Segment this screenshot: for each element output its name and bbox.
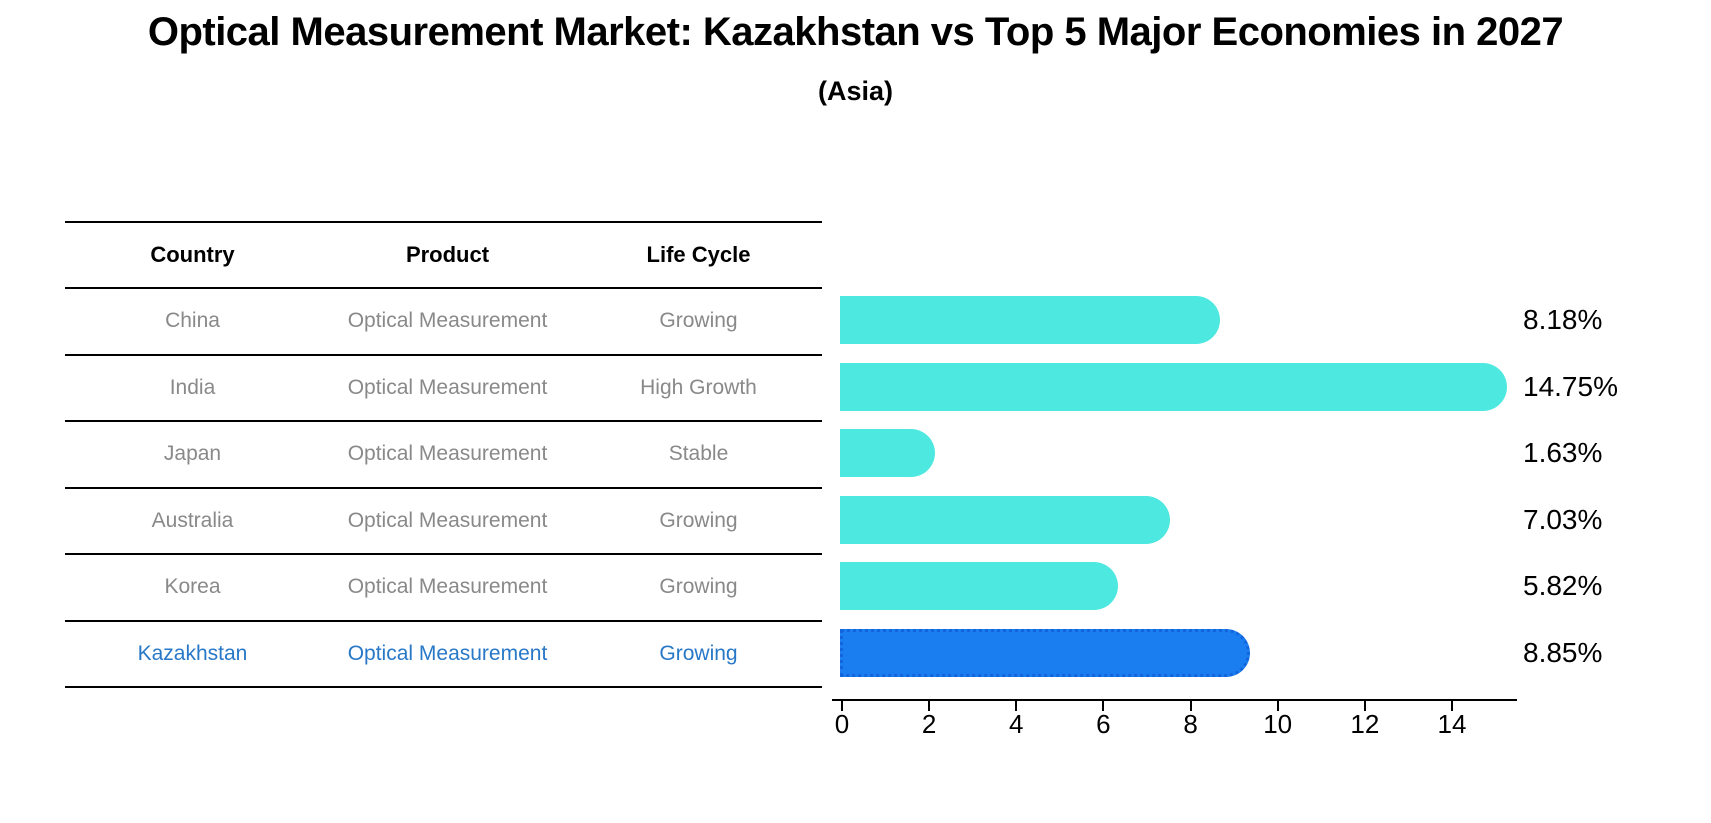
axis-tick-label: 10 xyxy=(1263,709,1293,739)
bar-japan xyxy=(840,429,936,478)
cell-product: Optical Measurement xyxy=(347,641,548,665)
cell-life-cycle: Stable xyxy=(668,442,729,466)
bar-india xyxy=(840,362,1507,411)
bar-korea xyxy=(840,562,1118,611)
bar-value-label: 8.18% xyxy=(1523,304,1603,336)
cell-product: Optical Measurement xyxy=(347,508,548,532)
axis-tick-label: 6 xyxy=(1096,709,1111,739)
table-row-india: India Optical Measurement High Growth xyxy=(65,353,822,421)
bar-value-label: 1.63% xyxy=(1523,437,1603,469)
country-product-table: Country Product Life Cycle China Optical … xyxy=(65,221,822,688)
axis-tick xyxy=(1015,699,1018,711)
cell-country: India xyxy=(169,375,216,399)
bar-value-label: 5.82% xyxy=(1523,570,1603,602)
cell-life-cycle: Growing xyxy=(659,309,738,333)
cell-life-cycle: High Growth xyxy=(640,375,757,399)
axis-tick xyxy=(1450,699,1453,711)
cell-product: Optical Measurement xyxy=(347,575,548,599)
bar-china xyxy=(840,296,1221,345)
axis-tick-label: 8 xyxy=(1183,709,1198,739)
bar-australia xyxy=(840,495,1171,544)
cell-product: Optical Measurement xyxy=(347,442,548,466)
axis-tick-label: 0 xyxy=(834,709,850,739)
bar-kazakhstan-highlighted xyxy=(840,628,1250,677)
cell-country: Japan xyxy=(163,442,222,466)
table-row-korea: Korea Optical Measurement Growing xyxy=(65,553,822,620)
cell-life-cycle: Growing xyxy=(659,575,738,599)
axis-tick xyxy=(1189,699,1192,711)
page-title: Optical Measurement Market: Kazakhstan v… xyxy=(147,10,1564,54)
table-header-row: Country Product Life Cycle xyxy=(65,221,822,287)
axis-tick xyxy=(928,699,931,711)
axis-tick xyxy=(841,699,843,711)
table-body: China Optical Measurement Growing India Opti… xyxy=(65,287,822,686)
page-subtitle: (Asia) xyxy=(817,76,893,106)
cell-life-cycle: Growing xyxy=(659,508,738,532)
cell-country: Australia xyxy=(151,508,234,532)
axis-tick xyxy=(1276,699,1279,711)
header-country: Country xyxy=(150,242,235,267)
header-product: Product xyxy=(405,242,490,267)
cell-country: China xyxy=(165,309,220,333)
table-row-japan: Japan Optical Measurement Stable xyxy=(65,420,822,487)
axis-tick xyxy=(1102,699,1105,711)
axis-tick xyxy=(1363,699,1366,711)
table-row-kazakhstan: Kazakhstan Optical Measurement Growing xyxy=(65,619,822,687)
bar-value-label: 7.03% xyxy=(1523,503,1603,535)
header-life-cycle: Life Cycle xyxy=(646,242,751,267)
table-row-china: China Optical Measurement Growing xyxy=(65,287,822,354)
axis-tick-label: 14 xyxy=(1437,709,1467,739)
cell-country: Kazakhstan xyxy=(137,641,248,665)
axis-tick-label: 12 xyxy=(1350,709,1380,739)
axis-tick-label: 2 xyxy=(921,709,937,739)
cell-life-cycle: Growing xyxy=(659,641,738,665)
cell-product: Optical Measurement xyxy=(347,309,548,333)
bar-value-label: 14.75% xyxy=(1523,370,1618,402)
table-row-australia: Australia Optical Measurement Growing xyxy=(65,486,822,554)
cell-country: Korea xyxy=(164,575,221,599)
axis-tick-label: 4 xyxy=(1009,709,1024,739)
x-axis-line xyxy=(832,699,1517,701)
bar-value-label: 8.85% xyxy=(1523,636,1603,668)
cell-product: Optical Measurement xyxy=(347,375,548,399)
